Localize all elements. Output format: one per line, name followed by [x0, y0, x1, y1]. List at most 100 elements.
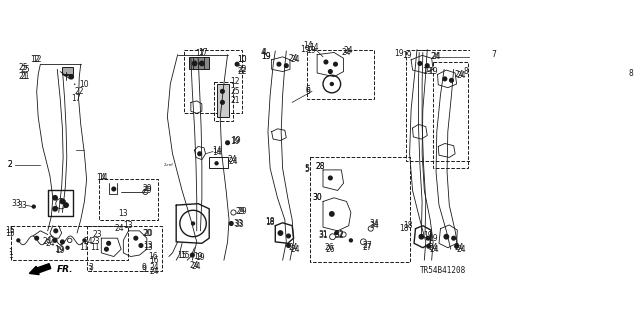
Text: 24: 24: [83, 237, 93, 246]
Text: 33: 33: [234, 219, 243, 228]
Circle shape: [426, 236, 430, 240]
Text: 19: 19: [428, 67, 438, 76]
Circle shape: [112, 187, 116, 191]
Text: 24: 24: [454, 70, 463, 79]
Text: 2: 2: [8, 160, 13, 169]
Text: 21: 21: [19, 72, 28, 81]
Text: 19: 19: [301, 45, 310, 54]
Text: 19: 19: [195, 253, 205, 262]
Text: 33: 33: [17, 201, 27, 210]
Text: 15: 15: [6, 228, 15, 237]
Text: 13: 13: [124, 221, 133, 230]
Text: 34: 34: [369, 219, 380, 228]
Text: 16: 16: [148, 252, 157, 261]
Circle shape: [236, 62, 239, 66]
Circle shape: [418, 62, 422, 65]
Text: 29: 29: [142, 185, 152, 194]
Text: 19: 19: [232, 136, 241, 145]
Circle shape: [330, 83, 333, 85]
Circle shape: [287, 244, 291, 247]
Text: 19: 19: [307, 46, 316, 55]
Circle shape: [427, 244, 431, 248]
Text: 24: 24: [291, 55, 300, 64]
Text: 5: 5: [305, 165, 309, 174]
Circle shape: [335, 232, 338, 235]
Text: 24: 24: [227, 155, 237, 164]
Text: 21: 21: [230, 96, 239, 105]
Text: 14: 14: [309, 43, 319, 52]
Text: 14: 14: [97, 173, 106, 182]
Text: 24: 24: [228, 156, 238, 165]
Text: 25: 25: [21, 65, 31, 74]
Circle shape: [83, 239, 86, 242]
Bar: [99, 180, 158, 220]
Text: 23: 23: [92, 230, 102, 239]
Text: 29: 29: [236, 206, 246, 215]
Text: 1: 1: [8, 248, 13, 257]
Text: 19: 19: [261, 52, 271, 61]
Text: 8: 8: [629, 68, 634, 77]
Circle shape: [53, 238, 57, 242]
Circle shape: [419, 235, 424, 239]
Text: 20: 20: [142, 228, 152, 237]
Circle shape: [452, 236, 456, 240]
Text: 17: 17: [195, 49, 205, 59]
Text: 24: 24: [43, 237, 52, 246]
Circle shape: [64, 203, 68, 207]
Circle shape: [221, 100, 224, 104]
Text: 30: 30: [312, 193, 322, 202]
Text: 19: 19: [230, 137, 240, 146]
Circle shape: [191, 222, 195, 225]
Circle shape: [226, 141, 229, 145]
Text: 22: 22: [74, 87, 84, 96]
Circle shape: [35, 236, 38, 240]
Circle shape: [60, 199, 65, 204]
Text: 24: 24: [189, 261, 199, 270]
Text: FR.: FR.: [57, 265, 74, 274]
Circle shape: [61, 240, 64, 244]
Bar: [406, 50, 470, 161]
Text: 27: 27: [362, 243, 372, 252]
Text: 32: 32: [334, 231, 344, 240]
Text: 18: 18: [266, 218, 275, 227]
Text: 6: 6: [306, 87, 311, 96]
Circle shape: [229, 222, 233, 225]
Text: 8: 8: [464, 67, 468, 76]
Text: 33: 33: [12, 199, 21, 208]
Text: 24: 24: [431, 52, 440, 61]
Circle shape: [333, 62, 337, 66]
Bar: [209, 157, 228, 168]
Circle shape: [328, 176, 332, 180]
Text: 19: 19: [423, 231, 433, 240]
Text: 15: 15: [180, 251, 190, 260]
Text: 20: 20: [143, 228, 153, 237]
Circle shape: [193, 61, 196, 66]
Circle shape: [277, 62, 281, 66]
Circle shape: [69, 75, 74, 79]
Text: 17: 17: [198, 48, 207, 57]
Text: 6: 6: [306, 85, 311, 94]
Circle shape: [107, 242, 111, 245]
Text: 18: 18: [403, 221, 413, 230]
Text: 24: 24: [431, 52, 441, 61]
Text: 24: 24: [455, 243, 465, 252]
Text: 24: 24: [45, 239, 55, 248]
Bar: [216, 84, 229, 117]
Text: 7: 7: [491, 50, 496, 59]
Bar: [184, 50, 243, 113]
Text: 1: 1: [8, 251, 13, 260]
Text: 14: 14: [303, 41, 313, 50]
Text: 10: 10: [79, 79, 89, 89]
Text: 18: 18: [399, 224, 408, 233]
Text: 4: 4: [260, 48, 265, 57]
Text: 10: 10: [237, 55, 247, 64]
Text: 3: 3: [88, 263, 93, 272]
Text: 24: 24: [149, 263, 159, 272]
Text: 19: 19: [193, 252, 203, 261]
Circle shape: [66, 246, 69, 249]
Text: 28: 28: [316, 163, 325, 172]
Text: 24: 24: [291, 245, 300, 254]
Text: 19: 19: [56, 246, 65, 255]
Circle shape: [287, 234, 291, 238]
Circle shape: [426, 64, 429, 68]
